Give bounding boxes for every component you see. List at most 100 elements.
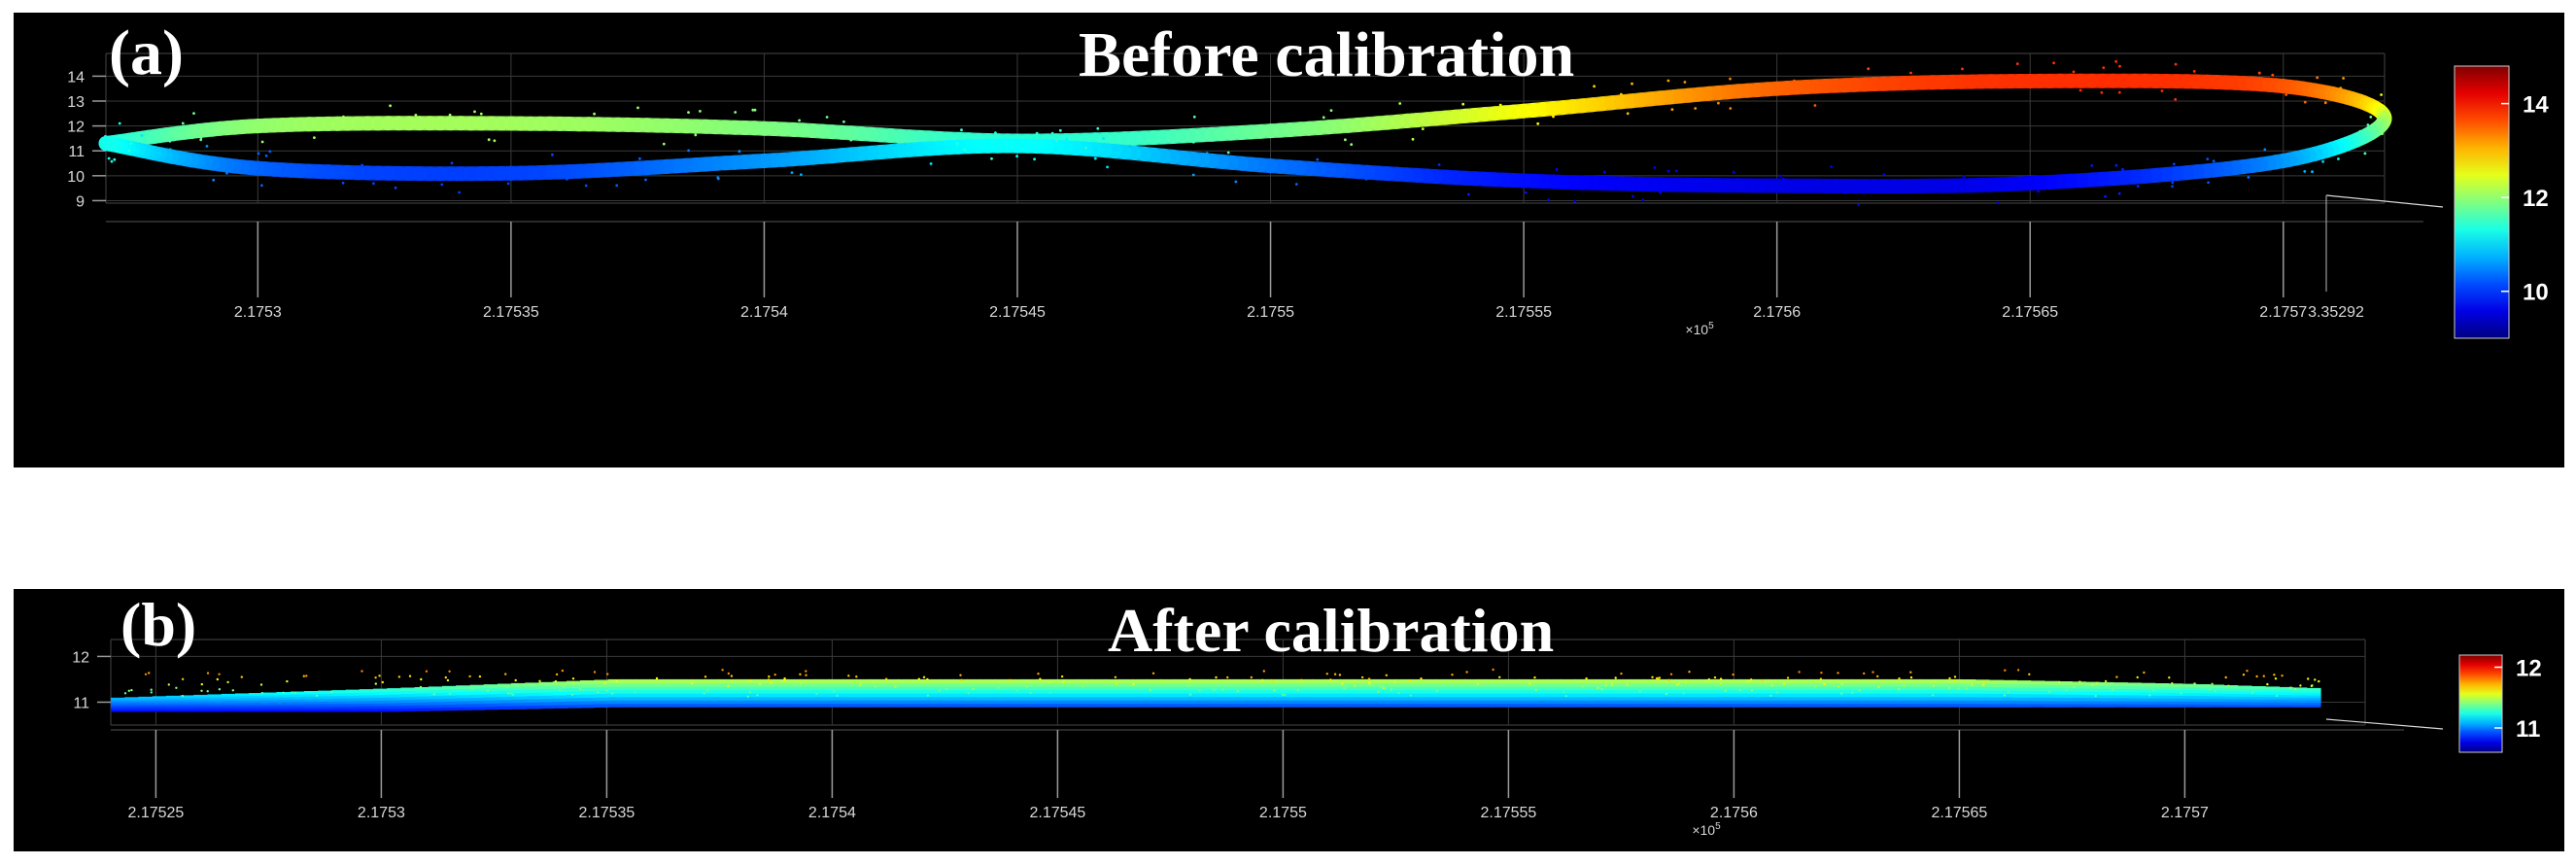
data-point (127, 689, 130, 692)
data-point (2004, 669, 2007, 672)
data-strip (262, 707, 278, 709)
data-strip (2264, 696, 2280, 700)
data-strip (1588, 686, 1603, 691)
data-strip (663, 689, 678, 694)
data-strip (111, 706, 126, 709)
data-strip (2030, 697, 2045, 701)
data-strip (2099, 704, 2114, 708)
data-point (1062, 136, 1066, 139)
data-strip (2112, 694, 2128, 699)
data-point (756, 694, 759, 697)
data-strip (1256, 689, 1272, 694)
y-tick-label: 11 (73, 695, 89, 711)
data-strip (787, 682, 803, 687)
data-strip (1201, 693, 1217, 698)
data-point (1398, 102, 1402, 105)
data-strip (621, 678, 636, 683)
data-strip (898, 703, 913, 708)
data-strip (1450, 689, 1465, 694)
data-point (1665, 692, 1668, 696)
data-strip (1367, 678, 1383, 683)
data-strip (469, 684, 485, 689)
data-point (1750, 678, 1753, 681)
data-strip (1270, 682, 1286, 687)
data-point (110, 159, 114, 163)
data-strip (1325, 693, 1341, 698)
data-point (1597, 686, 1599, 689)
data-strip (898, 700, 913, 705)
data-strip (2195, 704, 2211, 708)
data-strip (1768, 686, 1783, 691)
data-strip (732, 696, 747, 701)
data-point (578, 687, 581, 691)
data-strip (1229, 696, 1245, 701)
data-point (374, 682, 377, 685)
data-point (1670, 108, 1674, 111)
data-strip (1256, 703, 1272, 708)
data-strip (594, 686, 609, 691)
data-point (327, 172, 331, 176)
data-strip (373, 697, 389, 701)
data-strip (939, 682, 954, 687)
data-point (1909, 675, 1913, 679)
data-strip (1574, 693, 1590, 698)
data-strip (290, 699, 305, 703)
data-strip (2140, 701, 2156, 705)
data-strip (1961, 682, 1976, 687)
data-point (199, 136, 203, 139)
data-strip (1243, 700, 1258, 705)
data-point (2339, 86, 2343, 90)
data-strip (1975, 679, 1990, 684)
data-strip (718, 689, 734, 694)
data-point (226, 680, 229, 684)
data-strip (1768, 696, 1783, 701)
data-strip (1229, 678, 1245, 683)
data-strip (276, 694, 292, 698)
data-point (2171, 181, 2175, 185)
data-point (2307, 677, 2310, 680)
data-strip (1601, 700, 1617, 705)
data-strip (303, 709, 320, 712)
data-point (1971, 683, 1974, 686)
data-strip (1367, 703, 1383, 708)
data-point (963, 148, 967, 152)
data-point (1620, 92, 1623, 96)
data-point (361, 163, 363, 167)
data-strip (469, 694, 485, 698)
data-strip (2292, 692, 2308, 696)
data-point (917, 677, 920, 680)
data-point (329, 690, 333, 693)
data-strip (814, 682, 830, 687)
data-strip (1036, 703, 1051, 708)
data-point (1009, 678, 1013, 682)
data-point (302, 675, 305, 677)
data-strip (1684, 682, 1700, 687)
data-point (2284, 93, 2288, 96)
data-point (1931, 84, 1935, 87)
data-strip (2181, 698, 2197, 702)
data-strip (1284, 700, 1300, 705)
data-point (1813, 104, 1817, 107)
y-tick-label: 12 (72, 649, 89, 666)
data-strip (1699, 682, 1714, 687)
data-strip (1712, 689, 1728, 694)
data-strip (663, 696, 678, 701)
data-strip (483, 687, 498, 692)
data-strip (414, 702, 429, 706)
data-strip (234, 707, 251, 710)
data-strip (1436, 686, 1452, 691)
data-strip (456, 691, 471, 696)
x-tick-label: 2.1756 (1753, 304, 1801, 321)
data-strip (1781, 693, 1797, 698)
data-point (1451, 120, 1455, 123)
data-point (514, 678, 517, 682)
data-point (1638, 690, 1642, 693)
data-strip (552, 704, 567, 709)
data-point (644, 178, 647, 182)
data-strip (842, 678, 858, 683)
data-strip (2306, 697, 2321, 701)
data-strip (2181, 686, 2197, 690)
data-point (2310, 684, 2314, 688)
data-strip (2168, 704, 2183, 708)
data-point (566, 177, 568, 181)
